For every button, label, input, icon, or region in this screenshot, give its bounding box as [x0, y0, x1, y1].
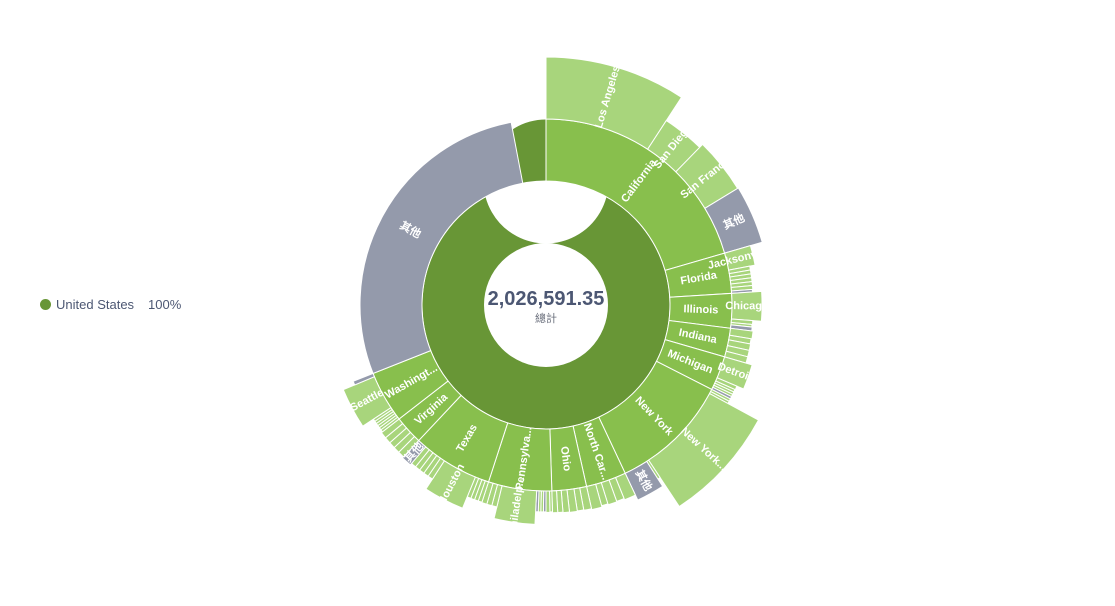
- legend-percent: 100%: [148, 297, 182, 312]
- state-label-ohio: Ohio: [558, 446, 573, 473]
- center-hole: [484, 243, 608, 367]
- center-total: 2,026,591.35: [488, 288, 605, 310]
- city-segment-pennsylvania-segment[interactable]: [545, 490, 551, 513]
- legend-color-dot: [40, 299, 51, 310]
- sunburst-rings: [342, 56, 763, 525]
- legend-label: United States: [56, 297, 135, 312]
- state-segment-other[interactable]: [359, 121, 524, 375]
- city-label-chicago: Chicago: [725, 300, 769, 312]
- center-caption: 總計: [535, 311, 557, 325]
- city-segment-new-york-new-york-city[interactable]: [647, 392, 760, 508]
- legend-item-united-states[interactable]: United States 100%: [40, 297, 181, 312]
- state-label-illinois: Illinois: [683, 303, 718, 316]
